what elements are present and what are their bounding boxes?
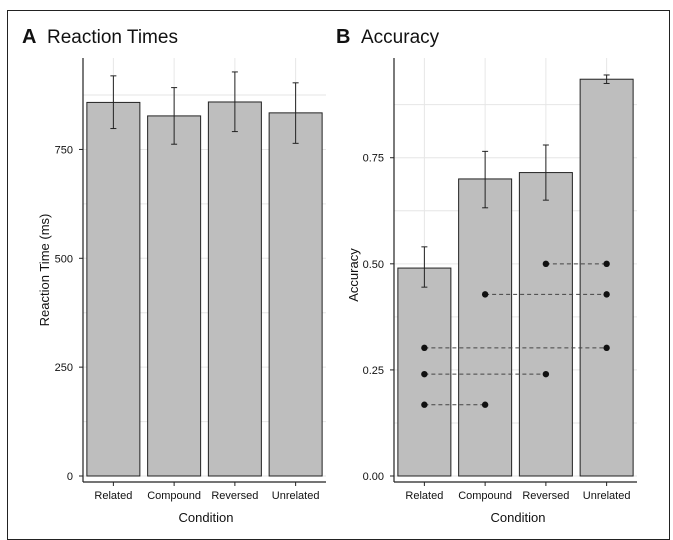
- y-tick-label: 750: [55, 144, 73, 156]
- x-tick-label-reversed: Reversed: [522, 490, 569, 502]
- panel-b-ylabel: Accuracy: [346, 248, 361, 302]
- x-tick-label-reversed: Reversed: [211, 490, 258, 502]
- panel-b-letter: B: [336, 26, 350, 48]
- panel-b-xlabel: Condition: [491, 510, 546, 524]
- pair-point: [421, 402, 427, 408]
- panel-b-plot: 0.00 0.25 0.50 0.75 Related Compound Reversed U…: [363, 58, 637, 502]
- figure: A Reaction Times Reaction Time (ms) Cond…: [0, 0, 673, 524]
- x-tick-label-compound: Compound: [458, 490, 512, 502]
- bar-related: [87, 102, 140, 476]
- panel-a-xlabel: Condition: [179, 510, 234, 524]
- panel-a-ylabel: Reaction Time (ms): [37, 214, 52, 327]
- pair-point: [543, 371, 549, 377]
- panel-b-title: Accuracy: [361, 27, 440, 48]
- pair-point: [603, 291, 609, 297]
- pair-point: [421, 345, 427, 351]
- x-tick-label-related: Related: [94, 490, 132, 502]
- x-tick-label-unrelated: Unrelated: [272, 490, 320, 502]
- y-tick-label: 0.50: [363, 259, 384, 271]
- x-tick-label-unrelated: Unrelated: [583, 490, 631, 502]
- bar-reversed: [519, 173, 572, 476]
- bar-unrelated: [269, 113, 322, 476]
- panel-a-letter: A: [22, 26, 36, 48]
- y-tick-label: 0.25: [363, 365, 384, 377]
- y-tick-label: 250: [55, 362, 73, 374]
- x-tick-label-related: Related: [405, 490, 443, 502]
- pair-point: [421, 371, 427, 377]
- bar-compound: [459, 179, 512, 476]
- pair-point: [482, 291, 488, 297]
- y-tick-label: 0.00: [363, 471, 384, 483]
- bar-compound: [148, 116, 201, 476]
- panel-a-title: Reaction Times: [47, 27, 178, 48]
- pair-point: [543, 261, 549, 267]
- y-tick-label: 0: [67, 471, 73, 483]
- pair-point: [603, 345, 609, 351]
- y-tick-label: 500: [55, 253, 73, 265]
- pair-point: [603, 261, 609, 267]
- bar-reversed: [208, 102, 261, 476]
- pair-point: [482, 402, 488, 408]
- panel-a-plot: 0 250 500 750 Related Compound Reversed Unrelat…: [55, 58, 326, 502]
- y-tick-label: 0.75: [363, 153, 384, 165]
- bar-unrelated: [580, 79, 633, 476]
- x-tick-label-compound: Compound: [147, 490, 201, 502]
